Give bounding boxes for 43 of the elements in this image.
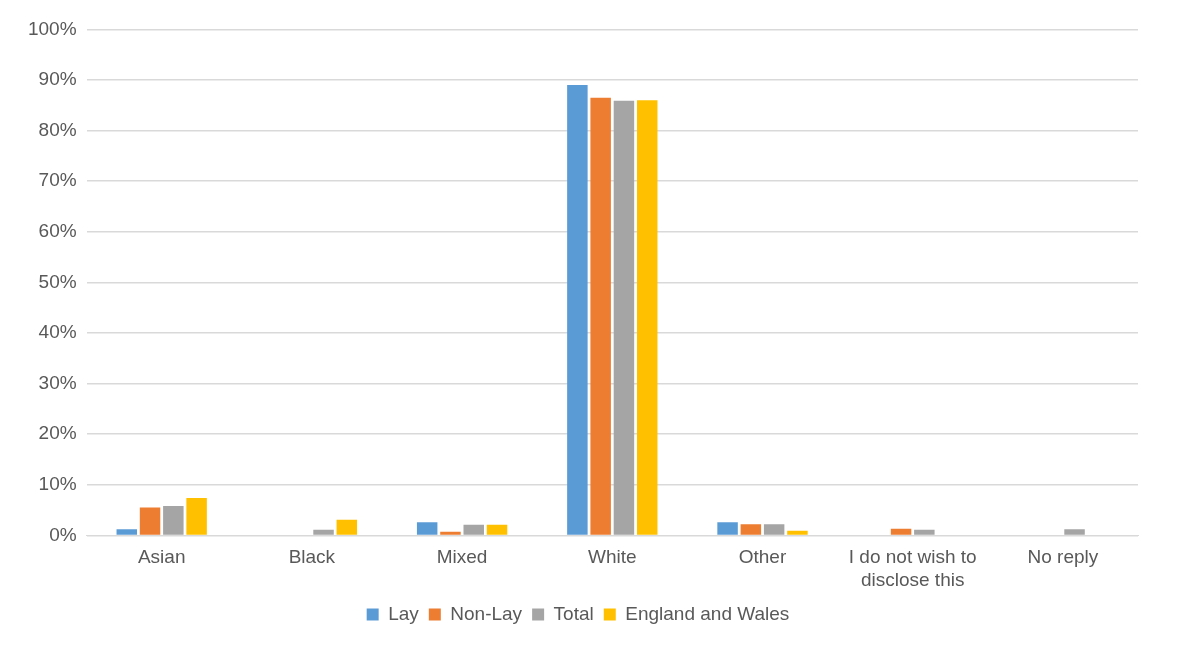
legend-label: England and Wales bbox=[625, 602, 790, 624]
bar bbox=[914, 529, 935, 535]
bar bbox=[613, 100, 635, 535]
x-tick-label: I do not wish to disclose this bbox=[848, 546, 977, 590]
x-tick-label: Asian bbox=[137, 546, 186, 568]
bar bbox=[740, 524, 762, 535]
bar bbox=[763, 524, 785, 535]
y-tick-label: 60% bbox=[38, 220, 77, 242]
y-tick-label: 70% bbox=[38, 169, 77, 191]
bar bbox=[1064, 529, 1085, 535]
bar bbox=[717, 522, 738, 535]
x-tick-label: Mixed bbox=[436, 546, 488, 568]
y-tick-label: 0% bbox=[49, 523, 77, 545]
y-tick-label: 80% bbox=[38, 118, 77, 140]
bar bbox=[163, 506, 184, 535]
x-tick-label: Other bbox=[738, 546, 787, 568]
x-tick-label: No reply bbox=[1027, 546, 1099, 568]
x-tick-label: Black bbox=[288, 546, 336, 568]
bar bbox=[486, 524, 508, 535]
bar bbox=[186, 497, 207, 535]
y-tick-label: 100% bbox=[27, 17, 77, 39]
legend-label: Non-Lay bbox=[450, 602, 523, 624]
bar bbox=[590, 97, 611, 535]
y-tick-label: 40% bbox=[38, 321, 77, 343]
bar bbox=[890, 528, 912, 535]
bar bbox=[313, 529, 334, 535]
legend-label: Lay bbox=[388, 602, 420, 624]
bar bbox=[567, 85, 588, 535]
bar bbox=[463, 524, 484, 535]
bar bbox=[636, 100, 658, 535]
bar bbox=[440, 531, 461, 535]
x-tick-label: White bbox=[588, 546, 637, 568]
legend-label: Total bbox=[553, 602, 594, 624]
y-tick-label: 30% bbox=[38, 371, 77, 393]
bar bbox=[336, 519, 358, 535]
y-tick-label: 20% bbox=[38, 422, 77, 444]
y-tick-label: 50% bbox=[38, 270, 77, 292]
bar bbox=[416, 522, 438, 535]
y-tick-label: 10% bbox=[38, 473, 77, 495]
y-tick-label: 90% bbox=[38, 68, 77, 90]
bar bbox=[116, 529, 138, 535]
bar bbox=[787, 530, 808, 535]
bar bbox=[139, 507, 161, 535]
